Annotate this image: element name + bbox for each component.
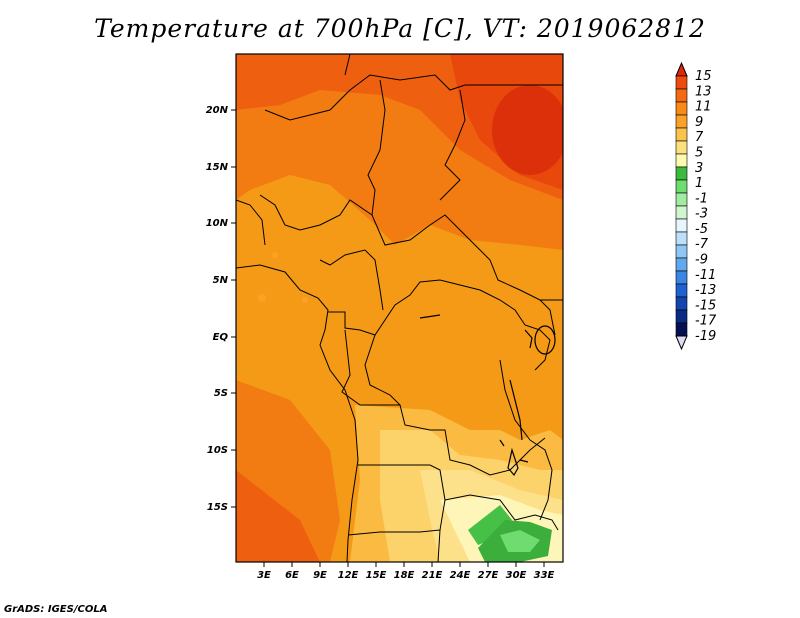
- lakes: [419, 314, 556, 477]
- colorbar-swatch: [675, 322, 688, 337]
- colorbar-swatch: [675, 270, 688, 285]
- colorbar-label: 13: [695, 84, 712, 99]
- map-frame: [235, 53, 564, 563]
- colorbar-swatch: [675, 140, 688, 155]
- lat-label: 10N: [206, 218, 229, 229]
- colorbar-label: 11: [695, 100, 712, 115]
- colorbar-label: 7: [695, 130, 704, 145]
- colorbar-swatch: [675, 218, 688, 233]
- colorbar-swatch: [675, 309, 688, 324]
- country-borders: [236, 54, 563, 562]
- latitude-axis: 20N 15N 10N 5N EQ 5S 10S 15S: [206, 105, 236, 513]
- temperature-field: [236, 54, 563, 562]
- colorbar-label: -17: [695, 314, 717, 329]
- lon-label: 9E: [313, 570, 327, 581]
- colorbar-swatch: [675, 166, 688, 181]
- lon-label: 30E: [506, 570, 527, 581]
- colorbar-swatch: [675, 244, 688, 259]
- colorbar-swatch: [675, 114, 688, 129]
- lon-label: 6E: [285, 570, 299, 581]
- colorbar-swatch: [675, 283, 688, 298]
- colorbar-label: -7: [695, 237, 709, 252]
- colorbar-swatch: [675, 75, 688, 90]
- colorbar-swatch: [675, 101, 688, 116]
- colorbar-label: -3: [695, 207, 708, 222]
- colorbar-swatch: [675, 192, 688, 207]
- lat-label: EQ: [213, 332, 229, 343]
- colorbar-label: -19: [695, 329, 716, 344]
- lon-label: 21E: [422, 570, 443, 581]
- lat-label: 15N: [206, 162, 229, 173]
- colorbar-label: 15: [695, 69, 712, 84]
- lon-label: 18E: [394, 570, 415, 581]
- colorbar-swatch: [675, 179, 688, 194]
- longitude-axis: 3E 6E 9E 12E 15E 18E 21E 24E 27E 30E 33E: [257, 562, 555, 581]
- colorbar-label: -13: [695, 283, 716, 298]
- credit-text: GrADS: IGES/COLA: [4, 604, 108, 615]
- lat-label: 10S: [207, 445, 228, 456]
- lat-label: 15S: [207, 502, 228, 513]
- lat-label: 5N: [213, 275, 229, 286]
- map-title: Temperature at 700hPa [C], VT: 201906281…: [94, 14, 706, 43]
- colorbar-label: -5: [695, 222, 708, 237]
- colorbar-label: -9: [695, 253, 708, 268]
- colorbar-label: -15: [695, 298, 716, 313]
- colorbar-max-arrow: [675, 61, 688, 77]
- colorbar-swatch: [675, 153, 688, 168]
- colorbar-label: 5: [695, 145, 703, 160]
- lat-label: 20N: [206, 105, 229, 116]
- colorbar-swatch: [675, 205, 688, 220]
- colorbar-swatch: [675, 127, 688, 142]
- colorbar-swatch: [675, 231, 688, 246]
- colorbar-label: 1: [695, 176, 703, 191]
- lat-label: 5S: [214, 388, 228, 399]
- colorbar-label: 9: [695, 115, 703, 130]
- colorbar-label: 3: [695, 161, 703, 176]
- colorbar-label: -1: [695, 191, 708, 206]
- colorbar-swatch: [675, 296, 688, 311]
- lon-label: 15E: [366, 570, 387, 581]
- colorbar-min-arrow: [675, 335, 688, 351]
- colorbar-swatch: [675, 88, 688, 103]
- lon-label: 24E: [450, 570, 471, 581]
- colorbar-label: -11: [695, 268, 716, 283]
- lon-label: 33E: [534, 570, 555, 581]
- lon-label: 12E: [338, 570, 359, 581]
- lon-label: 3E: [257, 570, 271, 581]
- colorbar-swatch: [675, 257, 688, 272]
- lon-label: 27E: [478, 570, 499, 581]
